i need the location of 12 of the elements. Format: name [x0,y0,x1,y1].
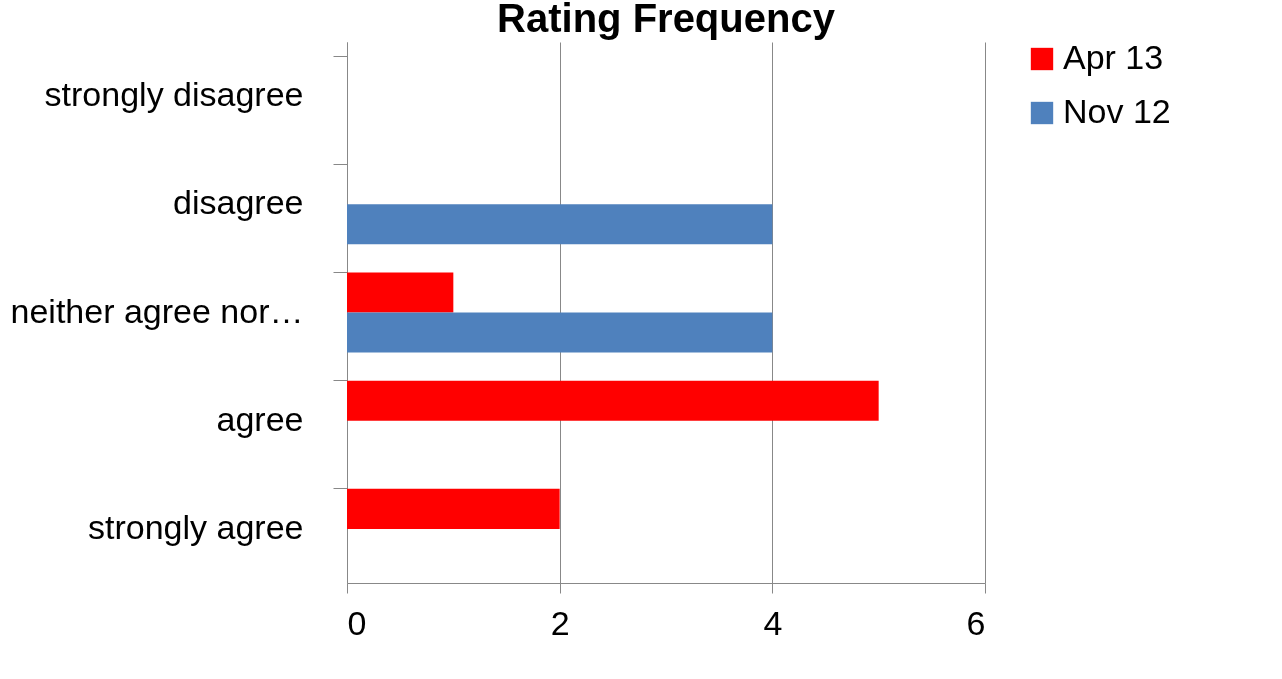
x-tick-label: 6 [966,603,986,642]
x-tick-label: 4 [763,603,783,642]
y-tick-label: disagree [173,183,304,222]
chart-title: Rating Frequency [497,0,836,40]
x-tick-label: 0 [347,603,367,642]
y-tick-label: neither agree nor… [10,291,304,330]
y-tick-label: agree [216,399,304,438]
x-tick-label: 2 [550,603,570,642]
y-tick-label: strongly disagree [44,75,304,114]
y-tick-label: strongly agree [88,507,304,546]
legend-label: Apr 13 [1063,38,1164,76]
legend-label: Nov 12 [1063,92,1171,130]
